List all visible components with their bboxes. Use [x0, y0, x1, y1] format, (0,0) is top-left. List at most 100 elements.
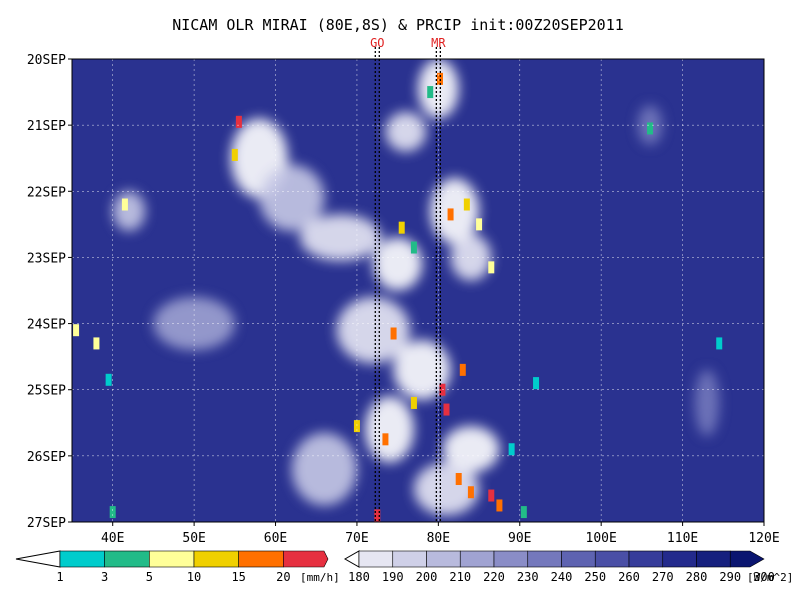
y-tick-label: 25SEP: [27, 384, 66, 399]
precip-cell: [533, 377, 540, 390]
cloud-feature: [430, 178, 480, 245]
y-tick-label: 24SEP: [27, 318, 66, 333]
cloud-feature: [112, 191, 146, 231]
x-tick-label: 110E: [667, 531, 698, 546]
cloud-feature: [418, 59, 459, 119]
precip-cell: [436, 72, 443, 85]
olr-colorbar-label: 180: [348, 570, 370, 584]
cloud-feature: [299, 214, 382, 261]
precip-colorbar-unit: [mm/h]: [300, 571, 340, 584]
cloud-feature: [291, 432, 357, 506]
olr-colorbar-swatch: [696, 550, 731, 568]
olr-colorbar-swatch: [729, 550, 765, 568]
x-axis: 40E 50E 60E 70E 80E 90E 100E 110E 120E: [101, 522, 780, 546]
precip-cell: [496, 499, 503, 512]
precip-cell: [488, 489, 495, 502]
precip-colorbar-swatch: [59, 550, 105, 568]
precip-cell: [455, 473, 462, 486]
precip-colorbar-label: 5: [146, 570, 153, 584]
precip-cell: [647, 122, 654, 135]
olr-colorbar-label: 270: [652, 570, 674, 584]
precip-colorbar-label: 1: [56, 570, 63, 584]
precip-colorbar-swatch: [283, 550, 329, 568]
olr-colorbar-label: 300: [753, 570, 775, 584]
precip-colorbar-label: 3: [101, 570, 108, 584]
grid-lines: [72, 59, 764, 522]
precip-colorbar-swatch: [149, 550, 195, 568]
precip-cell: [231, 148, 238, 161]
precip-cell: [716, 337, 723, 350]
precip-cell: [459, 363, 466, 376]
precip-cell: [467, 486, 474, 499]
precip-colorbar-label: 20: [276, 570, 290, 584]
x-tick-label: 80E: [427, 531, 450, 546]
olr-colorbar-label: 190: [382, 570, 404, 584]
cloud-feature: [385, 111, 427, 152]
precip-cell: [105, 373, 112, 386]
cloud-feature: [442, 426, 500, 473]
precip-cell: [427, 86, 434, 99]
precip-cell: [93, 337, 100, 350]
olr-colorbar-swatch: [628, 550, 664, 568]
marker-label: GO: [370, 36, 384, 50]
olr-colorbar-label: 200: [416, 570, 438, 584]
cloud-feature: [365, 396, 414, 463]
cloud-layer: [112, 59, 720, 516]
olr-colorbar-label: 220: [483, 570, 505, 584]
precip-cell: [398, 221, 405, 234]
olr-colorbar-swatch: [426, 550, 461, 568]
precip-cell: [374, 509, 381, 522]
location-markers: GO MR: [370, 36, 446, 522]
cloud-feature: [336, 297, 410, 364]
precip-cell: [382, 433, 389, 446]
plot-frame: [71, 58, 765, 523]
precip-cell: [476, 218, 483, 231]
olr-colorbar-swatch: [459, 550, 495, 568]
olr-colorbar-swatch: [662, 550, 697, 568]
olr-colorbar-label: 260: [618, 570, 640, 584]
plot-area: GO MR: [71, 36, 765, 523]
precip-cell: [109, 506, 116, 519]
olr-colorbar: 180 190 200 210 220 230 240 250 260 270 280 290 300[…: [343, 550, 793, 584]
olr-colorbar-label: 290: [719, 570, 741, 584]
cloud-feature: [413, 462, 480, 516]
precip-cell: [508, 443, 515, 456]
precip-cell: [410, 396, 417, 409]
x-tick-label: 90E: [508, 531, 531, 546]
precip-cell: [235, 115, 242, 128]
marker-label: MR: [431, 36, 446, 50]
precip-cell: [390, 327, 397, 340]
x-tick-label: 40E: [101, 531, 124, 546]
precip-cell: [463, 198, 470, 211]
x-tick-label: 50E: [182, 531, 205, 546]
y-tick-label: 23SEP: [27, 251, 66, 266]
cloud-feature: [450, 234, 492, 281]
precip-colorbar-label: 15: [231, 570, 245, 584]
olr-colorbar-swatch: [527, 550, 562, 568]
cloud-feature: [153, 297, 235, 351]
olr-colorbar-low-arrow: [343, 550, 360, 568]
olr-colorbar-swatch: [358, 550, 394, 568]
precip-colorbar: 1 3 5 10 15 20 [mm/h]: [15, 550, 340, 584]
precip-cell: [447, 208, 454, 221]
precip-cell: [73, 324, 80, 337]
chart-title: NICAM OLR MIRAI (80E,8S) & PRCIP init:00…: [172, 16, 624, 34]
precip-cell: [353, 420, 360, 433]
precip-colorbar-swatch: [104, 550, 150, 568]
olr-colorbar-label: 230: [517, 570, 539, 584]
precip-cell: [488, 261, 495, 274]
olr-colorbar-swatch: [594, 550, 630, 568]
x-tick-label: 120E: [748, 531, 779, 546]
precip-cell: [410, 241, 417, 254]
y-tick-label: 20SEP: [27, 53, 66, 68]
y-axis: 20SEP 21SEP 22SEP 23SEP 24SEP 25SEP 26SEP 27SEP: [27, 53, 72, 531]
x-tick-label: 100E: [586, 531, 617, 546]
olr-colorbar-swatch: [493, 550, 529, 568]
precip-colorbar-swatch: [193, 550, 239, 568]
olr-colorbar-label: 280: [686, 570, 708, 584]
cloud-feature: [694, 369, 720, 437]
x-tick-label: 60E: [264, 531, 287, 546]
precip-colorbar-low-arrow: [15, 550, 61, 568]
precip-colorbar-label: 10: [187, 570, 201, 584]
